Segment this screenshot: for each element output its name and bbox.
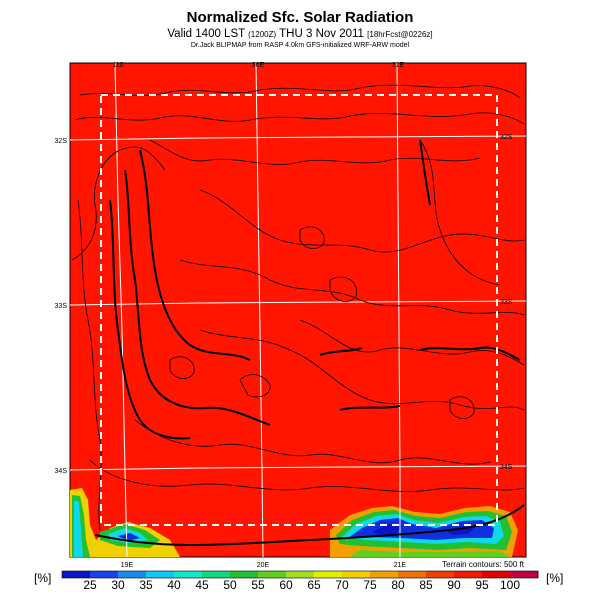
colorbar-tick-label: 70 xyxy=(335,578,349,592)
colorbar-swatch xyxy=(258,571,287,578)
low-radiation-region xyxy=(70,488,518,557)
domain-boundary xyxy=(100,94,498,526)
colorbar-swatch xyxy=(454,571,483,578)
colorbar-swatch xyxy=(174,571,203,578)
colorbar-swatch xyxy=(202,571,231,578)
right-lat-label: 32S xyxy=(500,134,513,141)
colorbar-swatch xyxy=(314,571,343,578)
graticule xyxy=(69,62,527,558)
colorbar-tick-label: 35 xyxy=(139,578,153,592)
top-lon-label: 21E xyxy=(392,62,405,69)
colorbar-border xyxy=(61,570,539,579)
subtitle-forecast: [18hrFcst@0226z] xyxy=(367,30,433,39)
model-credit: Dr.Jack BLIPMAP from RASP 4.0km GFS-init… xyxy=(190,42,410,49)
colorbar-tick-label: 60 xyxy=(279,578,293,592)
subtitle-date: THU 3 Nov 2011 xyxy=(276,28,368,40)
colorbar-swatch xyxy=(62,571,91,578)
left-lat-label: 32S xyxy=(55,138,68,145)
colorbar-swatch xyxy=(230,571,259,578)
bottom-lon-label: 19E xyxy=(121,562,134,569)
top-lon-label: 110 xyxy=(112,62,123,69)
colorbar-tick-label: 55 xyxy=(251,578,265,592)
colorbar-swatch xyxy=(482,571,511,578)
subtitle-utc: (1200Z) xyxy=(248,30,277,39)
colorbar-swatch xyxy=(510,571,539,578)
colorbar-unit-left: [%] xyxy=(34,571,52,585)
terrain-note: Terrain contours: 500 ft xyxy=(442,560,525,569)
colorbar-swatch xyxy=(146,571,175,578)
colorbar-swatch xyxy=(398,571,427,578)
right-lat-label: 33S xyxy=(500,299,513,306)
right-lat-label: 34S xyxy=(500,464,513,471)
map-subtitle: Valid 1400 LST (1200Z) THU 3 Nov 2011 [1… xyxy=(0,28,600,40)
colorbar-swatch xyxy=(342,571,371,578)
colorbar-tick-label: 75 xyxy=(363,578,377,592)
colorbar-tick-label: 90 xyxy=(447,578,461,592)
colorbar-tick-label: 80 xyxy=(391,578,405,592)
colorbar-tick-label: 100 xyxy=(500,578,520,592)
colorbar-swatch xyxy=(118,571,147,578)
colorbar-tick-label: 40 xyxy=(167,578,181,592)
left-lat-label: 34S xyxy=(55,468,68,475)
map-title: Normalized Sfc. Solar Radiation xyxy=(186,9,414,26)
colorbar xyxy=(61,570,539,579)
colorbar-tick-label: 65 xyxy=(307,578,321,592)
colorbar-swatch xyxy=(426,571,455,578)
subtitle-valid: Valid 1400 LST xyxy=(167,28,249,40)
bottom-lon-label: 20E xyxy=(257,562,270,569)
bottom-lon-label: 21E xyxy=(394,562,407,569)
terrain-contours xyxy=(71,84,525,547)
colorbar-tick-label: 50 xyxy=(223,578,237,592)
colorbar-tick-label: 45 xyxy=(195,578,209,592)
colorbar-tick-label: 85 xyxy=(419,578,433,592)
left-lat-label: 33S xyxy=(55,303,68,310)
top-lon-label: 30E xyxy=(252,62,265,69)
colorbar-tick-label: 25 xyxy=(83,578,97,592)
colorbar-swatch xyxy=(90,571,119,578)
colorbar-swatch xyxy=(370,571,399,578)
colorbar-tick-label: 30 xyxy=(111,578,125,592)
colorbar-tick-label: 95 xyxy=(475,578,489,592)
colorbar-swatch xyxy=(286,571,315,578)
colorbar-unit-right: [%] xyxy=(546,571,564,585)
